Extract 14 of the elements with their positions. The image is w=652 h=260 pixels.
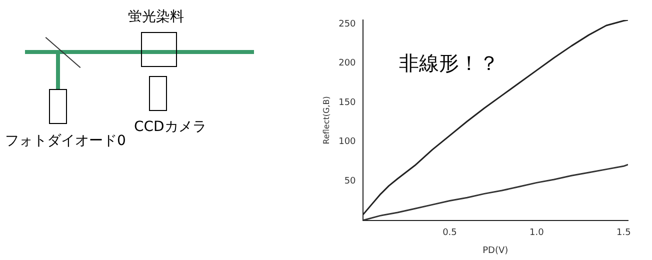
y-tick-label: 250 (338, 19, 356, 30)
y-tick-label: 50 (344, 176, 356, 186)
x-axis-title: PD(V) (482, 246, 508, 256)
y-tick-label: 150 (338, 98, 356, 108)
y-tick-label: 200 (338, 58, 356, 69)
text: 蛍光染料 (128, 8, 184, 26)
text: CCDカメラ (134, 118, 206, 136)
annotation: 非線形！？ (398, 51, 499, 76)
x-tick-label: 1.0 (530, 228, 544, 238)
x-tick-label: 0.5 (442, 228, 457, 238)
text: フォトダイオード0 (5, 132, 126, 150)
y-tick-label: 100 (338, 137, 356, 148)
y-axis-title: Reflect(G,B) (322, 96, 331, 144)
x-tick-label: 1.5 (616, 228, 631, 238)
